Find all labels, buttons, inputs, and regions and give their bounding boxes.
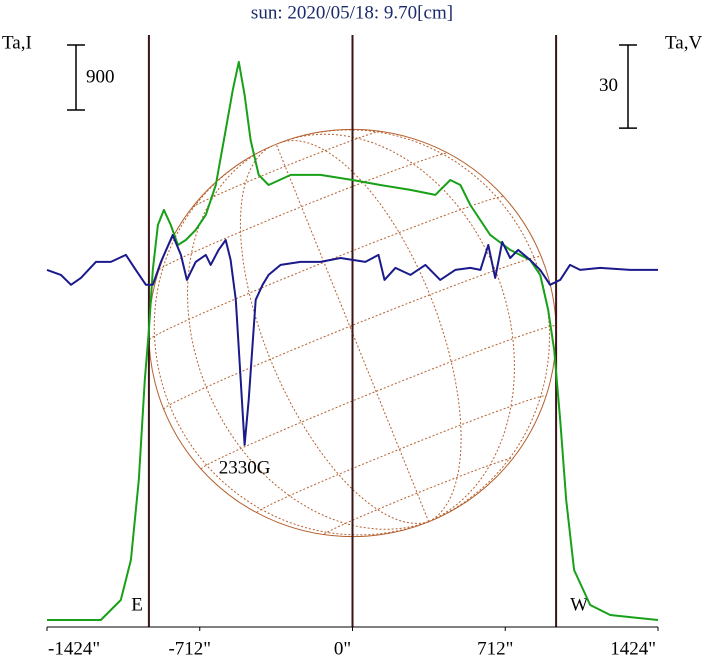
parallel <box>148 196 504 341</box>
parallel <box>256 395 547 513</box>
x-tick-label: -712" <box>168 638 211 659</box>
left-axis-label: Ta,I <box>2 32 32 53</box>
meridian <box>280 139 462 523</box>
parallel <box>192 130 381 208</box>
series-line <box>46 234 658 446</box>
scale-bar-label: 30 <box>599 75 618 96</box>
limb-label: W <box>570 594 588 615</box>
scale-bar-label: 900 <box>86 66 115 87</box>
annotation: 2330G <box>219 457 271 478</box>
x-tick-label: -1424" <box>48 638 100 659</box>
x-tick-label: 712" <box>477 638 513 659</box>
meridian <box>291 133 515 523</box>
right-axis-label: Ta,V <box>665 32 702 53</box>
chart-title: sun: 2020/05/18: 9.70[cm] <box>251 2 453 23</box>
parallel <box>158 152 448 271</box>
x-tick-label: 0" <box>334 638 351 659</box>
parallel <box>323 457 514 535</box>
parallel <box>163 256 542 410</box>
x-tick-label: 1424" <box>610 638 656 659</box>
meridian <box>186 150 429 530</box>
meridian <box>239 145 429 524</box>
series-line <box>47 60 659 621</box>
limb-label: E <box>131 594 143 615</box>
parallel <box>200 325 557 470</box>
meridian <box>305 129 550 523</box>
